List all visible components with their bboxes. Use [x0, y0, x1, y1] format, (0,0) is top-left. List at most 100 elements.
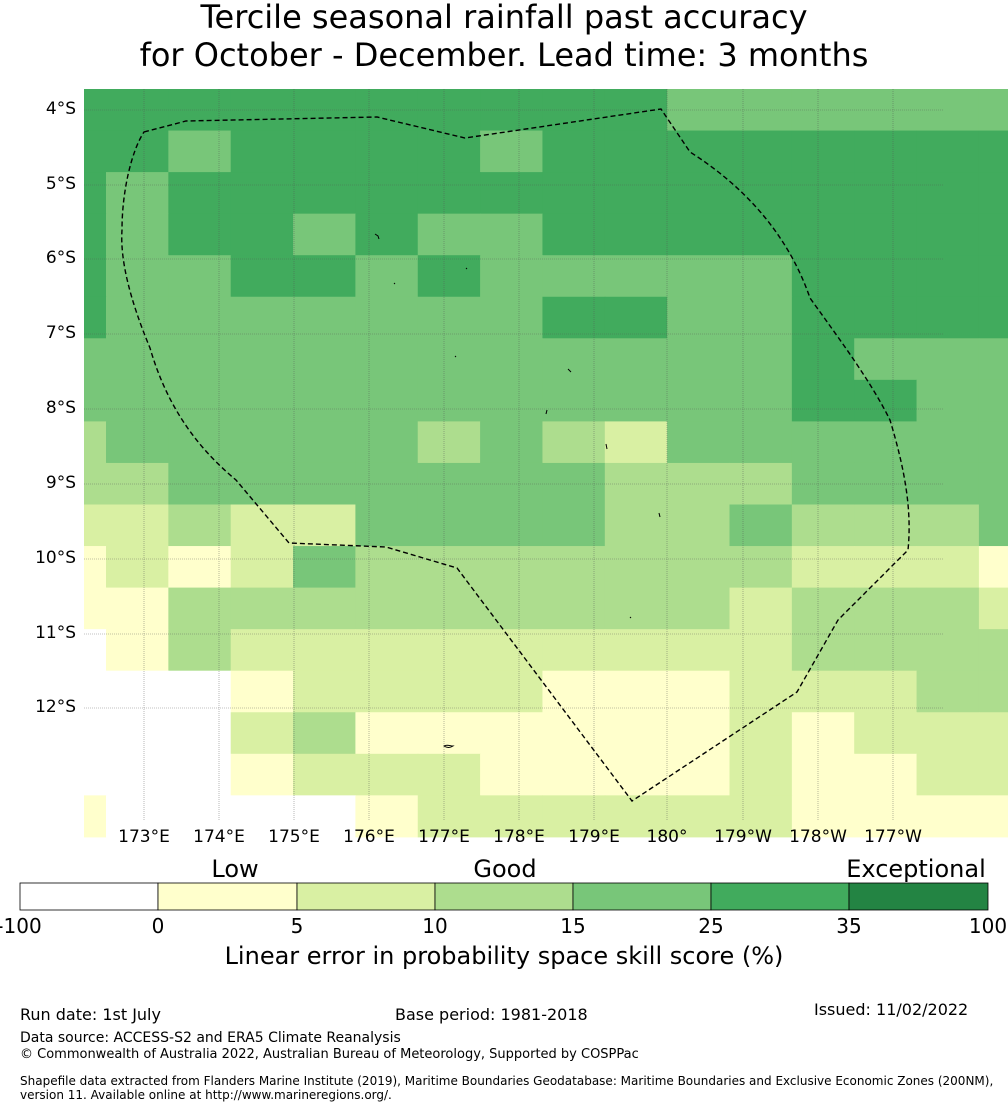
grid-cell: [791, 795, 855, 838]
grid-cell: [604, 587, 668, 630]
grid-cell: [84, 504, 107, 547]
grid-cell: [729, 629, 793, 672]
grid-cell: [355, 213, 419, 256]
grid-cell: [791, 670, 855, 713]
grid-cell: [854, 670, 918, 713]
category-low: Low: [211, 855, 259, 883]
island-mark: [374, 233, 380, 240]
grid-cell: [667, 712, 730, 755]
grid-cell: [667, 546, 730, 589]
grid-cell: [168, 172, 232, 215]
grid-cell: [791, 753, 855, 796]
grid-cell: [978, 379, 1008, 422]
grid-cell: [106, 296, 169, 339]
grid-cell: [791, 629, 855, 672]
grid-cell: [230, 753, 294, 796]
grid-cell: [480, 421, 543, 464]
grid-cell: [84, 338, 107, 381]
grid-cell: [417, 338, 481, 381]
grid-cell: [480, 130, 543, 173]
grid-cell: [417, 587, 481, 630]
grid-cell: [978, 546, 1008, 589]
lat-label-8s: 8°S: [45, 398, 76, 418]
grid-cell: [230, 338, 294, 381]
grid-cell: [604, 753, 668, 796]
lon-label-175e: 175°E: [268, 827, 320, 847]
colorbar-tick: 10: [422, 914, 448, 938]
lat-label-4s: 4°S: [45, 99, 76, 119]
grid-cell: [542, 462, 606, 505]
grid-cell: [417, 462, 481, 505]
grid-cell: [791, 338, 855, 381]
grid-cell: [916, 670, 980, 713]
grid-cell: [106, 379, 169, 422]
grid-cell: [480, 712, 543, 755]
grid-cell: [978, 89, 1008, 132]
grid-cell: [417, 795, 481, 838]
data-source: Data source: ACCESS-S2 and ERA5 Climate …: [20, 1030, 401, 1046]
grid-cell: [84, 255, 107, 298]
colorbar-segment: [572, 882, 712, 911]
lon-label-180: 180°: [646, 827, 688, 847]
grid-cell: [355, 753, 419, 796]
grid-cell: [854, 130, 918, 173]
grid-cell: [293, 587, 356, 630]
grid-cell: [667, 255, 730, 298]
grid-cell: [355, 379, 419, 422]
grid-cell: [106, 213, 169, 256]
colorbar-tick: 25: [698, 914, 724, 938]
grid-cell: [916, 587, 980, 630]
grid-cell: [667, 130, 730, 173]
grid-cell: [168, 712, 232, 755]
grid-cell: [916, 130, 980, 173]
grid-cell: [604, 213, 668, 256]
grid-cell: [168, 629, 232, 672]
island-mark: [465, 267, 468, 270]
grid-cell: [729, 546, 793, 589]
grid-cell: [854, 629, 918, 672]
grid-cell: [230, 130, 294, 173]
grid-cell: [604, 130, 668, 173]
grid-cell: [106, 504, 169, 547]
grid-cell: [542, 629, 606, 672]
grid-cell: [542, 172, 606, 215]
grid-cell: [916, 421, 980, 464]
grid-cell: [791, 504, 855, 547]
grid-cell: [978, 130, 1008, 173]
grid-cell: [791, 462, 855, 505]
grid-cell: [230, 255, 294, 298]
grid-cell: [293, 213, 356, 256]
grid-cell: [604, 712, 668, 755]
grid-cell: [978, 213, 1008, 256]
grid-cell: [230, 421, 294, 464]
grid-cell: [293, 670, 356, 713]
grid-cell: [978, 172, 1008, 215]
colorbar-label: Linear error in probability space skill …: [224, 942, 784, 970]
grid-cell: [293, 421, 356, 464]
grid-cell: [168, 130, 232, 173]
grid-cell: [355, 587, 419, 630]
grid-cell: [542, 504, 606, 547]
grid-cell: [84, 130, 107, 173]
grid-cell: [916, 629, 980, 672]
grid-cell: [729, 712, 793, 755]
grid-cell: [978, 795, 1008, 838]
lat-label-10s: 10°S: [35, 548, 76, 568]
grid-cell: [230, 629, 294, 672]
grid-cell: [542, 712, 606, 755]
grid-cell: [417, 712, 481, 755]
grid-cell: [667, 379, 730, 422]
grid-cell: [106, 670, 169, 713]
grid-cell: [480, 379, 543, 422]
grid-cell: [916, 462, 980, 505]
lat-label-12s: 12°S: [35, 697, 76, 717]
grid-cell: [355, 421, 419, 464]
colorbar-segment: [434, 882, 574, 911]
grid-cell: [667, 753, 730, 796]
grid-cell: [230, 546, 294, 589]
grid-cell: [667, 421, 730, 464]
grid-cell: [168, 213, 232, 256]
grid-cell: [106, 546, 169, 589]
grid-cell: [854, 421, 918, 464]
